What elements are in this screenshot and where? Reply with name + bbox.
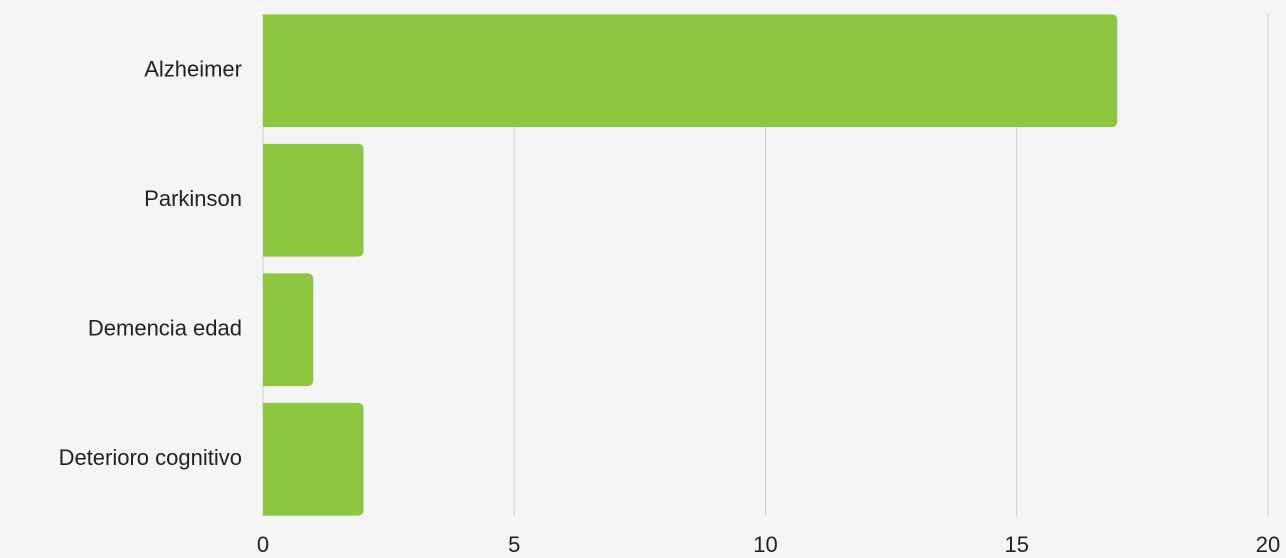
y-tick-label: Parkinson (144, 186, 242, 211)
x-tick-label: 15 (1005, 532, 1029, 557)
x-tick-label: 10 (753, 532, 777, 557)
bar (263, 402, 364, 516)
y-tick-label: Alzheimer (144, 57, 242, 82)
bar (263, 14, 1118, 128)
y-tick-label: Demencia edad (88, 316, 242, 341)
bar (263, 273, 314, 387)
y-tick-label: Deterioro cognitivo (59, 445, 242, 470)
bar (263, 143, 364, 257)
x-tick-label: 5 (508, 532, 520, 557)
x-tick-label: 0 (257, 532, 269, 557)
x-tick-label: 20 (1256, 532, 1280, 557)
